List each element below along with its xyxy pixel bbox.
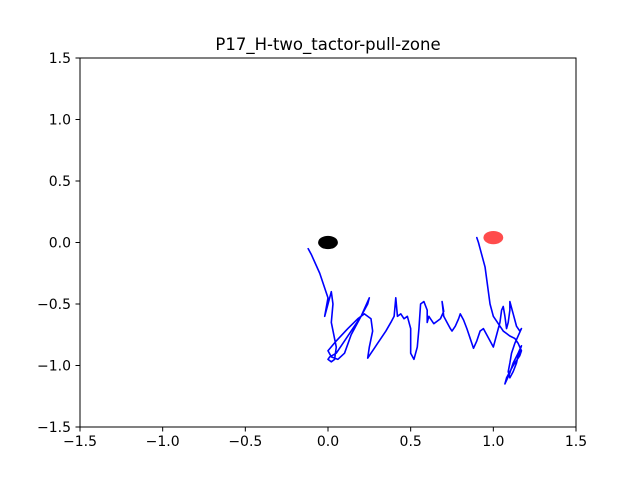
y-tick-label: −1.5 (37, 420, 71, 436)
y-tick-label: 1.5 (49, 51, 71, 67)
trajectory-line-0 (307, 236, 523, 385)
x-tick-label: 1.0 (482, 434, 504, 450)
y-tick-label: −0.5 (37, 297, 71, 313)
plot-layer (307, 230, 523, 385)
x-tick-label: 0.0 (317, 434, 339, 450)
x-tick-label: −1.5 (63, 434, 97, 450)
x-tick-label: 1.5 (565, 434, 587, 450)
y-tick-label: −1.0 (37, 359, 71, 375)
chart-title: P17_H-two_tactor-pull-zone (215, 35, 440, 55)
start-marker (318, 235, 338, 250)
y-tick-label: 1.0 (49, 113, 71, 129)
y-tick-label: 0.5 (49, 174, 71, 190)
axes-layer: −1.5 −1.0 −0.5 0.0 0.5 1.0 1.5 −1.5 −1.0 −0.5 0.0 0… (37, 51, 587, 450)
x-tick-label: 0.5 (400, 434, 422, 450)
target-marker (483, 230, 504, 245)
y-tick-label: 0.0 (49, 236, 71, 252)
x-tick-label: −1.0 (146, 434, 180, 450)
x-tick-label: −0.5 (228, 434, 262, 450)
